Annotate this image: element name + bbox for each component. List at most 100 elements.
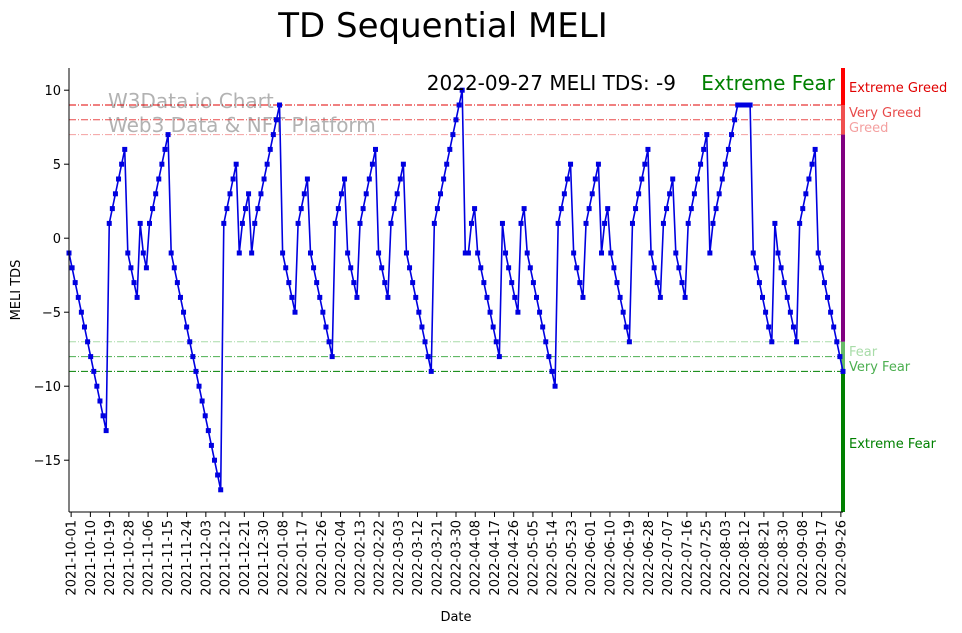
data-point (286, 280, 292, 286)
data-point (626, 339, 632, 345)
data-point (552, 383, 558, 389)
data-point (270, 132, 276, 138)
data-point (617, 294, 623, 300)
data-point (162, 146, 168, 152)
data-point (530, 280, 536, 286)
zone-label-fear: Fear (849, 345, 878, 360)
data-point (664, 206, 670, 212)
data-point (246, 191, 252, 197)
data-point (781, 280, 787, 286)
data-point (444, 161, 450, 167)
data-point (540, 324, 546, 330)
zone-bar-fear (841, 341, 845, 372)
data-point (490, 324, 496, 330)
data-point (831, 324, 837, 330)
data-point (400, 161, 406, 167)
data-point (568, 161, 574, 167)
data-point (165, 132, 171, 138)
data-point (289, 294, 295, 300)
data-point (636, 191, 642, 197)
data-point (177, 294, 183, 300)
x-tick-label: 2022-09-17 (815, 520, 830, 596)
data-point (735, 102, 741, 108)
data-point (716, 191, 722, 197)
data-point (72, 280, 78, 286)
data-point (403, 250, 409, 256)
data-point (620, 309, 626, 315)
x-tick-label: 2022-03-21 (430, 520, 445, 596)
data-point (202, 413, 208, 419)
x-tick-label: 2022-09-08 (796, 520, 811, 596)
data-point (422, 339, 428, 345)
data-point (794, 339, 800, 345)
data-point (434, 206, 440, 212)
data-point (236, 250, 242, 256)
data-point (184, 324, 190, 330)
data-point (456, 102, 462, 108)
data-point (815, 250, 821, 256)
data-point (329, 354, 335, 360)
y-tick-label: 5 (53, 158, 61, 173)
series-group (66, 87, 846, 493)
data-point (376, 250, 382, 256)
data-point (611, 265, 617, 271)
data-point (326, 339, 332, 345)
data-point (314, 280, 320, 286)
data-point (258, 191, 264, 197)
watermark-line-1: W3Data.io Chart (108, 89, 274, 113)
data-point (348, 265, 354, 271)
data-point (580, 294, 586, 300)
data-point (156, 176, 162, 182)
data-point (599, 250, 605, 256)
zone-label-very-greed: Very Greed (849, 106, 921, 121)
data-point (648, 250, 654, 256)
watermark-line-2: Web3 Data & NFT Platform (108, 113, 376, 137)
x-tick-label: 2021-11-15 (161, 520, 176, 596)
x-tick-label: 2022-07-25 (700, 520, 715, 596)
data-point (840, 368, 846, 374)
data-point (704, 132, 710, 138)
data-point (431, 220, 437, 226)
data-point (707, 250, 713, 256)
data-point (729, 132, 735, 138)
data-point (657, 294, 663, 300)
data-point (267, 146, 273, 152)
data-point (150, 206, 156, 212)
x-tick-label: 2022-04-17 (488, 520, 503, 596)
zone-bar-extreme-greed (841, 68, 845, 105)
x-tick-label: 2022-07-16 (680, 520, 695, 596)
x-tick-label: 2022-01-26 (315, 520, 330, 596)
x-tick-label: 2022-01-08 (276, 520, 291, 596)
data-point (230, 176, 236, 182)
x-tick-label: 2021-12-12 (219, 520, 234, 596)
data-point (249, 250, 255, 256)
x-ticks: 2021-10-01 2021-10-10 2021-10-19 2021-10-28… (65, 512, 849, 596)
data-point (465, 250, 471, 256)
data-point (682, 294, 688, 300)
data-point (193, 368, 199, 374)
data-point (512, 294, 518, 300)
data-point (143, 265, 149, 271)
data-point (484, 294, 490, 300)
data-point (438, 191, 444, 197)
data-point (790, 324, 796, 330)
data-point (354, 294, 360, 300)
data-point (382, 280, 388, 286)
data-point (416, 309, 422, 315)
data-point (642, 161, 648, 167)
data-point (534, 294, 539, 300)
data-point (261, 176, 267, 182)
data-point (639, 176, 645, 182)
data-point (691, 191, 697, 197)
data-point (750, 250, 756, 256)
y-tick-label: 0 (53, 232, 61, 247)
zone-label-extreme-greed: Extreme Greed (849, 81, 947, 96)
data-point (614, 280, 620, 286)
data-point (292, 309, 298, 315)
y-tick-label: −15 (34, 454, 61, 469)
data-point (772, 220, 778, 226)
data-point (719, 176, 725, 182)
data-point (760, 294, 765, 300)
x-tick-label: 2022-01-17 (296, 520, 311, 596)
